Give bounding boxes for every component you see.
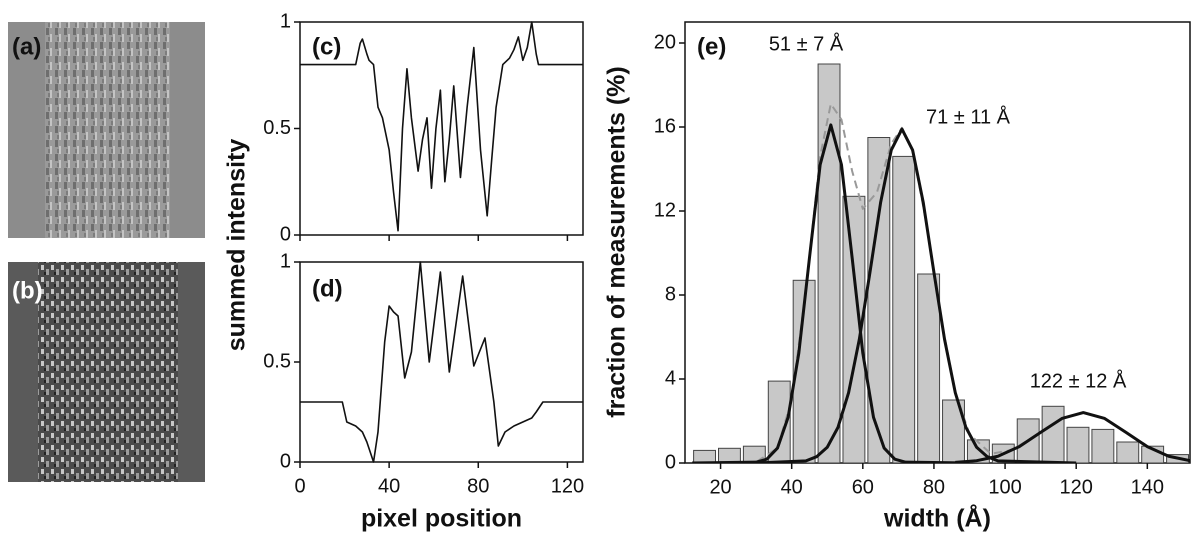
y-tick-label: 1 (280, 10, 291, 32)
y-tick-label: 12 (654, 199, 676, 221)
line (300, 261, 583, 463)
line (756, 127, 1077, 463)
bar (867, 137, 891, 463)
x-tick-label: 20 (709, 476, 731, 498)
bar (693, 449, 717, 463)
annotation: 122 ± 12 Å (1030, 369, 1127, 392)
bar (792, 279, 816, 463)
x-axis-label: pixel position (361, 505, 522, 533)
bar (1066, 426, 1090, 463)
x-tick-label: 40 (781, 476, 803, 498)
y-tick-label: 8 (665, 283, 676, 305)
y-tick-label: 0.5 (263, 117, 291, 139)
panel-label: (e) (697, 33, 726, 60)
x-tick-label: 120 (551, 475, 584, 497)
x-tick-label: 40 (378, 475, 400, 497)
line (300, 21, 583, 232)
bar (1091, 428, 1115, 463)
bar (1041, 405, 1065, 463)
image-b (8, 262, 205, 482)
panel-label: (a) (12, 33, 41, 60)
x-tick-label: 80 (467, 475, 489, 497)
y-tick-label: 20 (654, 31, 676, 53)
x-tick-label: 140 (1131, 476, 1164, 498)
y-axis-label: summed intensity (223, 139, 251, 352)
x-axis-label: width (Å) (883, 504, 991, 533)
x-tick-label: 120 (1060, 476, 1093, 498)
y-tick-label: 0.5 (263, 350, 291, 372)
y-tick-label: 0 (280, 450, 291, 472)
bar (942, 399, 965, 463)
x-tick-label: 60 (852, 476, 874, 498)
line (692, 123, 970, 463)
annotation: 71 ± 11 Å (926, 105, 1011, 128)
x-tick-label: 80 (923, 476, 945, 498)
bar (817, 63, 841, 463)
plot-area (692, 63, 1190, 463)
annotation: 51 ± 7 Å (769, 32, 844, 55)
x-tick-label: 0 (294, 475, 305, 497)
y-tick-label: 16 (654, 115, 676, 137)
bar (892, 155, 916, 463)
image-a (8, 22, 205, 238)
y-axis-label: fraction of measurements (%) (603, 66, 631, 417)
y-tick-label: 1 (280, 250, 291, 272)
bar (718, 447, 741, 463)
bar (767, 380, 791, 463)
panel-label: (b) (12, 277, 43, 304)
y-tick-label: 0 (280, 223, 291, 245)
y-tick-label: 4 (665, 367, 676, 389)
x-tick-label: 100 (988, 476, 1021, 498)
panel-label: (c) (312, 33, 341, 60)
bar (1116, 441, 1140, 463)
line (955, 411, 1190, 463)
bar (917, 273, 941, 463)
panel-label: (d) (312, 275, 343, 302)
y-tick-label: 0 (665, 451, 676, 473)
line (692, 102, 1190, 463)
